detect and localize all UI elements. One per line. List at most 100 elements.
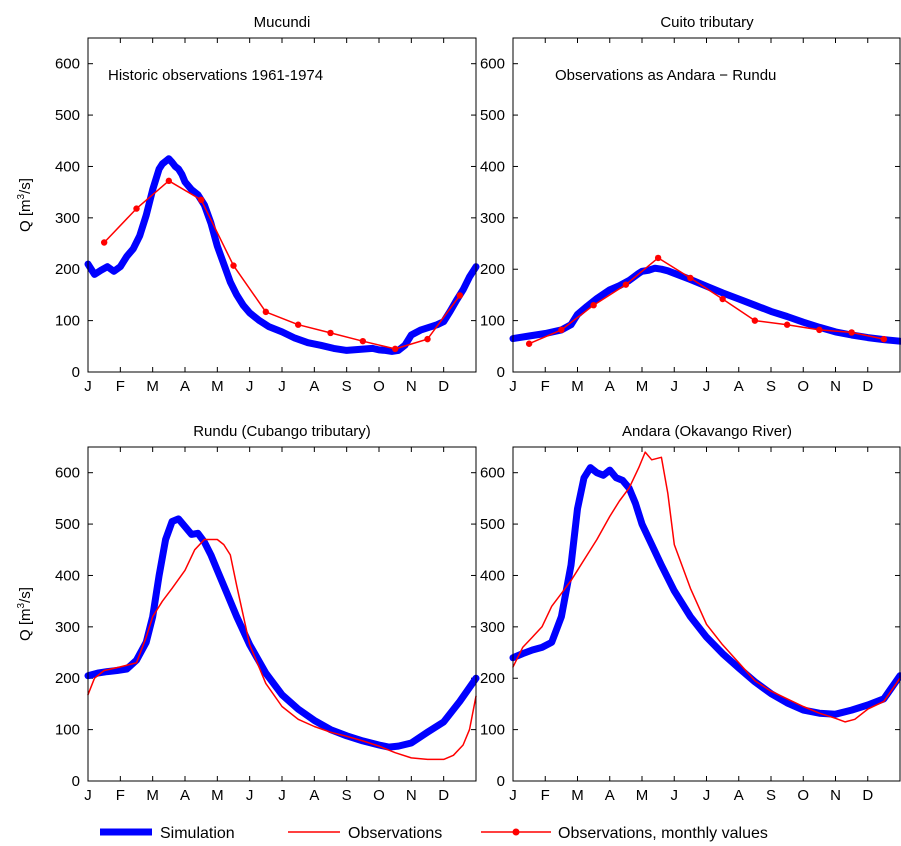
x-tick-label: A xyxy=(180,378,190,395)
x-tick-label: F xyxy=(541,787,550,804)
series-line-observations xyxy=(87,538,477,761)
legend-label-simulation: Simulation xyxy=(160,825,235,842)
x-tick-label: A xyxy=(309,787,319,804)
monthly-observation-point xyxy=(197,196,205,204)
x-tick-label: O xyxy=(373,787,385,804)
x-tick-label: J xyxy=(509,378,517,395)
x-tick-label: N xyxy=(406,378,417,395)
x-tick-label: A xyxy=(605,787,615,804)
series-line-observations-monthly-values xyxy=(528,257,885,345)
x-tick-label: A xyxy=(734,378,744,395)
y-tick-label: 500 xyxy=(480,107,505,124)
panel-title: Cuito tributary xyxy=(660,14,754,31)
x-tick-label: J xyxy=(703,787,711,804)
y-tick-label: 600 xyxy=(55,465,80,482)
x-tick-label: D xyxy=(862,378,873,395)
plot-frame xyxy=(512,37,901,373)
series-line-observations-monthly-values xyxy=(103,180,461,350)
monthly-observation-point xyxy=(100,239,108,246)
x-tick-label: J xyxy=(278,378,286,395)
y-tick-label: 0 xyxy=(497,364,505,381)
x-tick-label: J xyxy=(671,378,679,395)
x-tick-label: M xyxy=(211,787,224,804)
x-tick-label: M xyxy=(636,787,649,804)
y-tick-label: 200 xyxy=(480,261,505,278)
x-tick-label: S xyxy=(342,378,352,395)
monthly-observation-point xyxy=(622,281,630,288)
panel-rundu: Rundu (Cubango tributary) Q [m3/s] 0 100 2… xyxy=(16,423,480,804)
x-tick-label: N xyxy=(830,787,841,804)
x-tick-label: D xyxy=(862,787,873,804)
x-tick-label: M xyxy=(146,378,159,395)
x-tick-label: N xyxy=(406,787,417,804)
y-tick-label: 600 xyxy=(480,465,505,482)
panel-cuito-tributary: Cuito tributary Observations as Andara −… xyxy=(480,14,901,395)
legend: Simulation Observations Observations, mo… xyxy=(100,825,768,842)
x-tick-label: F xyxy=(116,787,125,804)
x-tick-label: J xyxy=(278,787,286,804)
y-tick-label: 100 xyxy=(55,313,80,330)
panel-title: Mucundi xyxy=(254,14,311,31)
y-tick-label: 500 xyxy=(55,516,80,533)
x-tick-label: M xyxy=(211,378,224,395)
monthly-observation-point xyxy=(424,335,431,343)
panel-annotation: Observations as Andara − Rundu xyxy=(555,67,776,84)
monthly-observation-point xyxy=(558,326,565,334)
y-tick-label: 0 xyxy=(72,773,80,790)
legend-label-observations: Observations xyxy=(348,825,442,842)
ticks-layer: 0 100 200 300 400 500 600 J F M A M J J A S O N D xyxy=(55,447,477,804)
plot-frame xyxy=(87,37,477,373)
series-line-simulation xyxy=(84,515,480,751)
monthly-observation-point xyxy=(816,326,823,334)
series-line-simulation xyxy=(84,155,480,355)
monthly-observation-point xyxy=(783,321,791,328)
x-tick-label: J xyxy=(671,787,679,804)
monthly-observation-point xyxy=(230,262,237,269)
x-tick-label: M xyxy=(571,378,584,395)
x-tick-label: J xyxy=(509,787,517,804)
monthly-observation-point xyxy=(654,254,662,262)
panel-mucundi: Mucundi Historic observations 1961-1974 … xyxy=(16,14,480,395)
plot-frame xyxy=(512,446,901,782)
y-tick-label: 200 xyxy=(480,670,505,687)
y-tick-label: 100 xyxy=(55,722,80,739)
series-layer xyxy=(509,451,901,723)
panel-annotation: Historic observations 1961-1974 xyxy=(108,67,323,84)
y-tick-label: 300 xyxy=(55,619,80,636)
x-tick-label: J xyxy=(84,787,92,804)
x-tick-label: O xyxy=(373,378,385,395)
monthly-observation-point xyxy=(327,329,334,337)
y-tick-label: 600 xyxy=(55,56,80,73)
y-tick-label: 200 xyxy=(55,261,80,278)
series-line-simulation xyxy=(509,264,901,345)
monthly-observation-point xyxy=(751,317,759,324)
x-tick-label: D xyxy=(438,787,449,804)
x-tick-label: J xyxy=(246,378,254,395)
y-tick-label: 400 xyxy=(55,567,80,584)
y-tick-label: 0 xyxy=(72,364,80,381)
legend-label-monthly: Observations, monthly values xyxy=(558,825,768,842)
y-axis-label: Q [m3/s] xyxy=(16,178,34,232)
series-line-simulation xyxy=(509,464,901,718)
x-tick-label: J xyxy=(703,378,711,395)
x-tick-label: D xyxy=(438,378,449,395)
y-tick-label: 200 xyxy=(55,670,80,687)
monthly-observation-point xyxy=(525,340,533,347)
y-tick-label: 100 xyxy=(480,722,505,739)
y-tick-label: 100 xyxy=(480,313,505,330)
panel-andara: Andara (Okavango River) 0 100 200 300 400 500… xyxy=(480,423,901,804)
monthly-observation-point xyxy=(719,295,726,303)
x-tick-label: A xyxy=(309,378,319,395)
x-tick-label: A xyxy=(180,787,190,804)
panel-title: Rundu (Cubango tributary) xyxy=(193,423,371,440)
monthly-observation-point xyxy=(165,177,173,185)
y-tick-label: 300 xyxy=(55,210,80,227)
x-tick-label: J xyxy=(84,378,92,395)
monthly-observation-point xyxy=(133,205,140,212)
monthly-observation-point xyxy=(456,292,464,299)
x-tick-label: N xyxy=(830,378,841,395)
y-tick-label: 300 xyxy=(480,210,505,227)
plot-frame xyxy=(87,446,477,782)
x-tick-label: J xyxy=(246,787,254,804)
